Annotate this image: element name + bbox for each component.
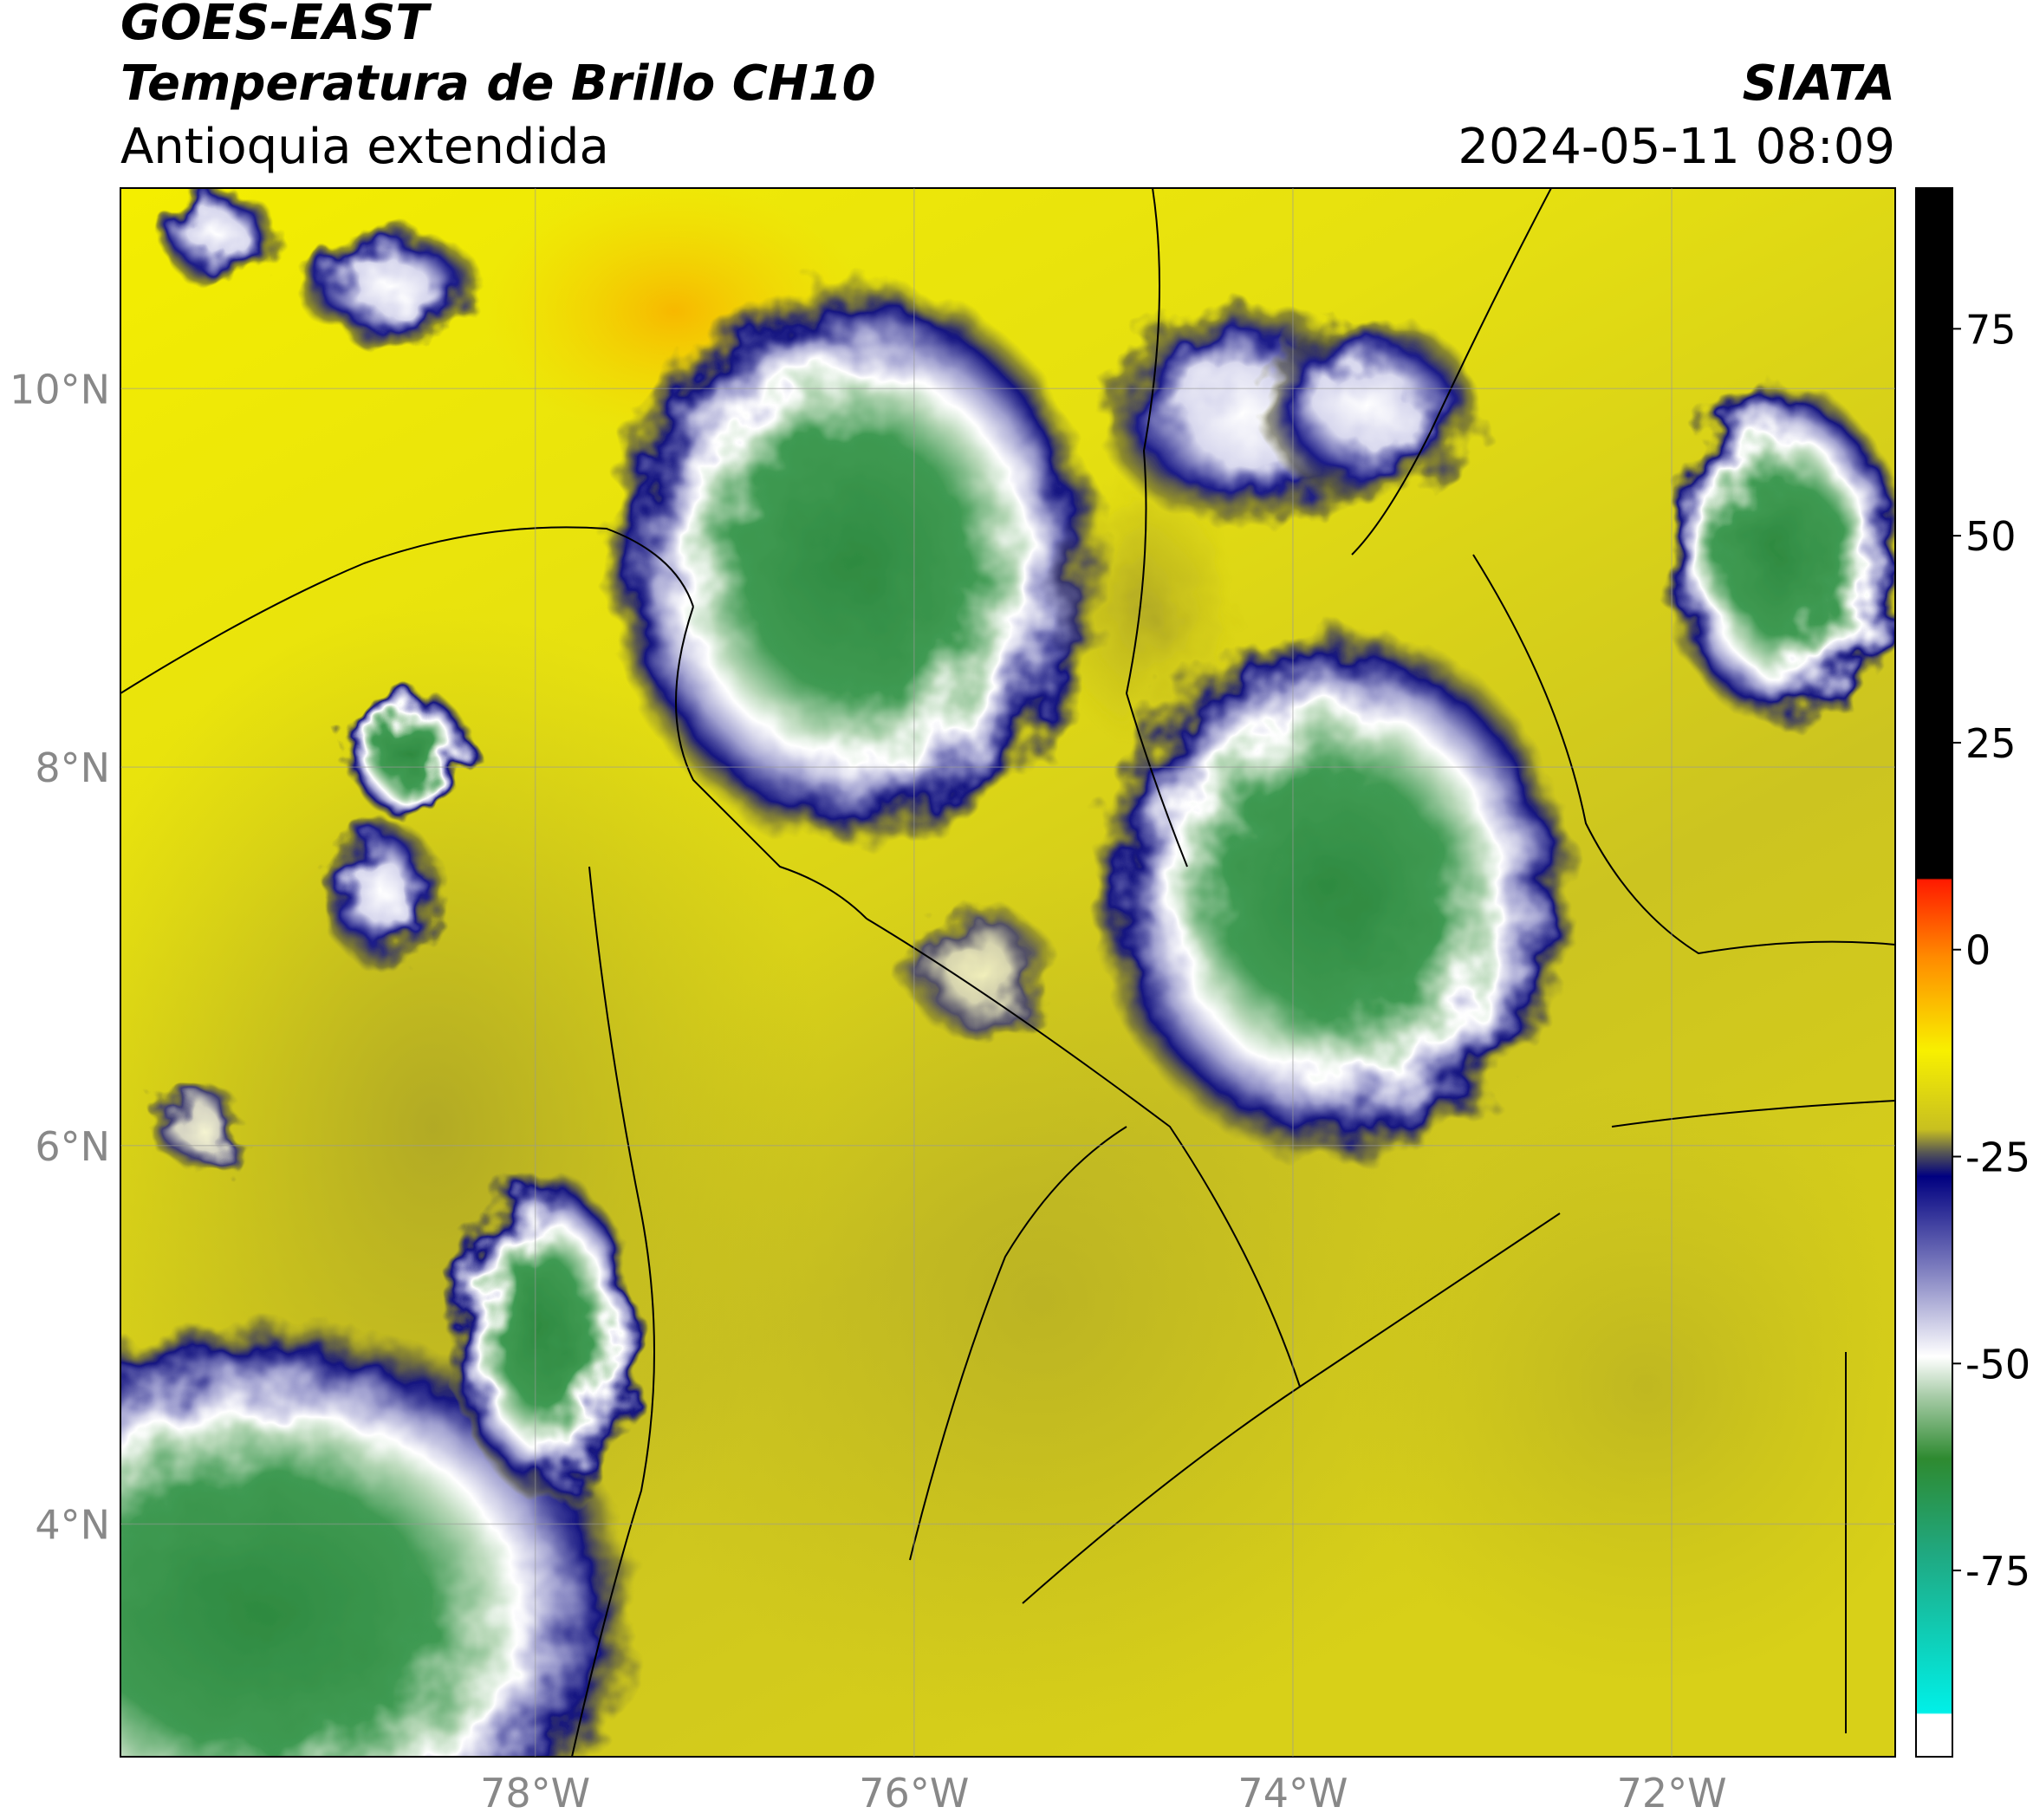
map-frame	[120, 187, 1896, 1758]
source: SIATA	[1743, 55, 1895, 112]
colorbar-tick-label: 50	[1965, 513, 2017, 560]
lat-tick-label: 8°N	[35, 744, 110, 791]
colorbar-tick-label: -75	[1965, 1548, 2030, 1595]
satellite-image	[120, 188, 1895, 1757]
colorbar-tick-label: 25	[1965, 720, 2017, 767]
lon-tick-label: 76°W	[859, 1770, 969, 1817]
region: Antioquia extendida	[120, 119, 609, 175]
title: GOES-EAST	[120, 0, 432, 51]
lat-tick-label: 6°N	[35, 1123, 110, 1170]
graticule	[120, 188, 1895, 1757]
colorbar	[1915, 187, 1953, 1758]
colorbar-tick-label: -25	[1965, 1134, 2030, 1181]
lat-tick-label: 10°N	[10, 366, 110, 413]
lon-tick-label: 78°W	[480, 1770, 590, 1817]
colorbar-tick-label: 75	[1965, 306, 2017, 353]
timestamp: 2024-05-11 08:09	[1458, 119, 1895, 175]
lat-tick-label: 4°N	[35, 1501, 110, 1548]
colorbar-tick-label: 0	[1965, 927, 1991, 974]
lon-tick-label: 72°W	[1617, 1770, 1727, 1817]
colorbar-tick-label: -50	[1965, 1341, 2030, 1388]
subtitle: Temperatura de Brillo CH10	[120, 55, 876, 112]
lon-tick-label: 74°W	[1237, 1770, 1348, 1817]
